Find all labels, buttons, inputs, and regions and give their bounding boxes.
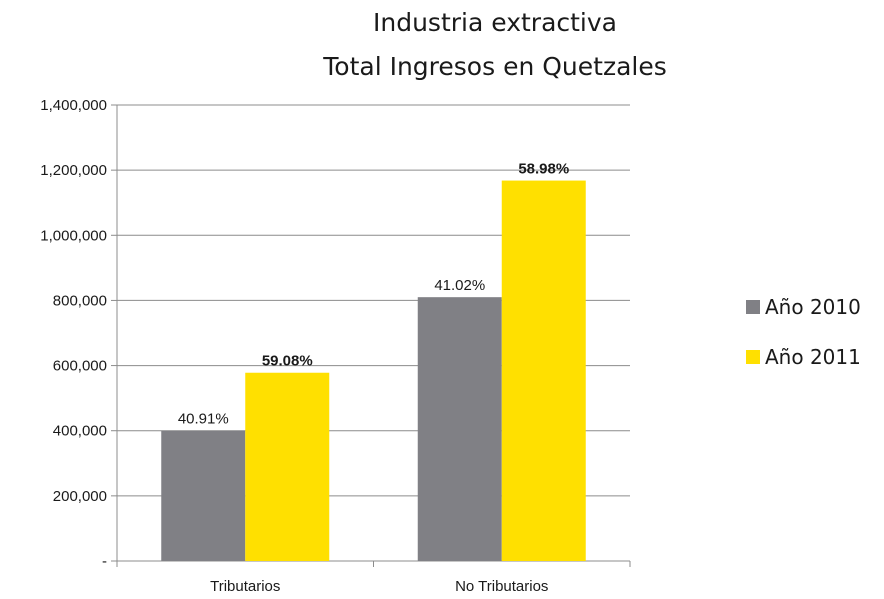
y-tick-label: 200,000: [53, 488, 107, 505]
y-tick-label: 400,000: [53, 423, 107, 440]
x-tick-label: No Tributarios: [455, 578, 548, 595]
y-tick-label: 1,400,000: [40, 97, 107, 114]
bar: [501, 180, 586, 561]
y-tick-label: 1,000,000: [40, 227, 107, 244]
legend: Año 2010 Año 2011: [746, 295, 861, 369]
data-label: 59.08%: [262, 353, 313, 370]
legend-swatch: [746, 350, 760, 364]
chart-title-line-1: Industria extractiva: [373, 8, 617, 37]
legend-label: Año 2010: [765, 295, 861, 319]
data-label: 40.91%: [178, 411, 229, 428]
bar: [161, 430, 246, 561]
plot-area: - 200,000 400,000 600,000 800,000 1,000,000 1,…: [40, 97, 631, 595]
y-tick-label: 1,200,000: [40, 162, 107, 179]
legend-label: Año 2011: [765, 345, 861, 369]
y-tick-label: 800,000: [53, 292, 107, 309]
y-tick-label: 600,000: [53, 358, 107, 375]
x-tick-label: Tributarios: [210, 578, 280, 595]
bar: [245, 372, 330, 561]
y-tick-label: -: [102, 553, 107, 570]
chart-title-line-2: Total Ingresos en Quetzales: [322, 52, 667, 81]
bar: [417, 297, 502, 561]
data-label: 41.02%: [434, 277, 485, 294]
data-label: 58.98%: [518, 161, 569, 178]
legend-swatch: [746, 300, 760, 314]
